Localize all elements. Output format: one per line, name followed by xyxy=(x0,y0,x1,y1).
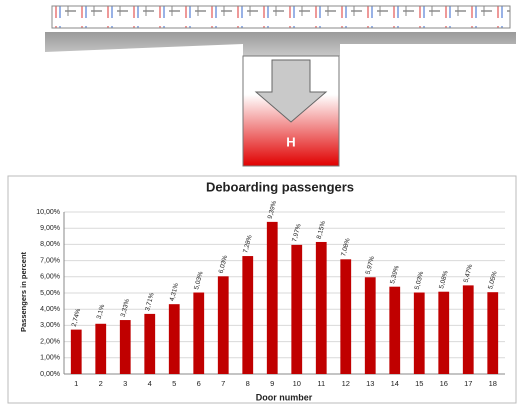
value-label: 5,08% xyxy=(438,270,450,290)
x-tick-label: 14 xyxy=(391,379,399,388)
platform xyxy=(45,32,516,56)
x-axis-title: Door number xyxy=(256,392,313,402)
chart-frame xyxy=(7,175,517,404)
x-tick-label: 10 xyxy=(293,379,301,388)
x-tick-label: 1 xyxy=(74,379,78,388)
y-tick-label: 5,00% xyxy=(40,290,60,297)
bar xyxy=(462,285,474,374)
value-label: 3,1% xyxy=(96,304,107,320)
box-label: H xyxy=(286,134,295,149)
x-tick-label: 11 xyxy=(317,379,325,388)
y-tick-label: 6,00% xyxy=(40,274,60,281)
bar xyxy=(438,291,450,374)
value-label: 7,08% xyxy=(340,237,352,257)
bar xyxy=(70,329,82,374)
x-tick-label: 4 xyxy=(148,379,152,388)
x-tick-label: 9 xyxy=(270,379,274,388)
value-label: 5,03% xyxy=(414,271,426,291)
bar xyxy=(413,292,425,374)
y-tick-label: 3,00% xyxy=(40,322,60,329)
y-tick-label: 7,00% xyxy=(40,257,60,264)
y-axis-title: Passengers in percent xyxy=(19,251,28,332)
bar xyxy=(144,313,156,374)
value-label: 8,15% xyxy=(316,220,328,240)
value-label: 2,74% xyxy=(71,308,83,328)
chart: Deboarding passengers Passengers in perc… xyxy=(19,179,505,402)
x-tick-label: 18 xyxy=(489,379,497,388)
bar xyxy=(242,256,254,374)
bar xyxy=(217,276,229,374)
value-label: 5,47% xyxy=(463,263,475,283)
value-label: 5,03% xyxy=(193,271,205,291)
bar xyxy=(193,292,205,374)
bar xyxy=(389,286,401,374)
bar xyxy=(119,320,131,374)
value-label: 4,31% xyxy=(169,282,181,302)
bar xyxy=(266,221,278,374)
value-label: 5,05% xyxy=(487,270,499,290)
x-tick-label: 12 xyxy=(342,379,350,388)
bar xyxy=(315,241,327,374)
value-label: 5,97% xyxy=(365,255,377,275)
y-tick-label: 9,00% xyxy=(40,225,60,232)
y-tick-label: 4,00% xyxy=(40,306,60,313)
x-tick-label: 7 xyxy=(221,379,225,388)
x-tick-label: 6 xyxy=(197,379,201,388)
x-tick-label: 15 xyxy=(415,379,423,388)
y-tick-label: 10,00% xyxy=(36,209,60,216)
x-tick-label: 8 xyxy=(246,379,250,388)
diagram: H xyxy=(45,5,516,167)
bar xyxy=(291,244,303,374)
value-label: 7,97% xyxy=(291,223,303,243)
value-label: 3,33% xyxy=(120,298,132,318)
bar xyxy=(168,304,180,374)
value-label: 6,03% xyxy=(218,254,230,274)
y-tick-label: 0,00% xyxy=(40,371,60,378)
bar xyxy=(95,323,107,374)
train xyxy=(51,5,511,29)
x-tick-label: 16 xyxy=(440,379,448,388)
x-tick-label: 17 xyxy=(464,379,472,388)
value-label: 5,39% xyxy=(389,265,401,285)
value-label: 9,39% xyxy=(267,200,279,220)
bar xyxy=(364,277,376,374)
chart-title: Deboarding passengers xyxy=(206,179,354,194)
value-label: 3,71% xyxy=(144,292,156,312)
x-tick-label: 5 xyxy=(172,379,176,388)
y-tick-label: 8,00% xyxy=(40,241,60,248)
y-tick-label: 1,00% xyxy=(40,355,60,362)
x-tick-label: 3 xyxy=(123,379,127,388)
bar xyxy=(487,292,499,374)
arrow xyxy=(254,59,328,123)
bar xyxy=(340,259,352,374)
x-tick-label: 2 xyxy=(99,379,103,388)
x-tick-label: 13 xyxy=(366,379,374,388)
value-label: 7,28% xyxy=(242,234,254,254)
y-tick-label: 2,00% xyxy=(40,338,60,345)
